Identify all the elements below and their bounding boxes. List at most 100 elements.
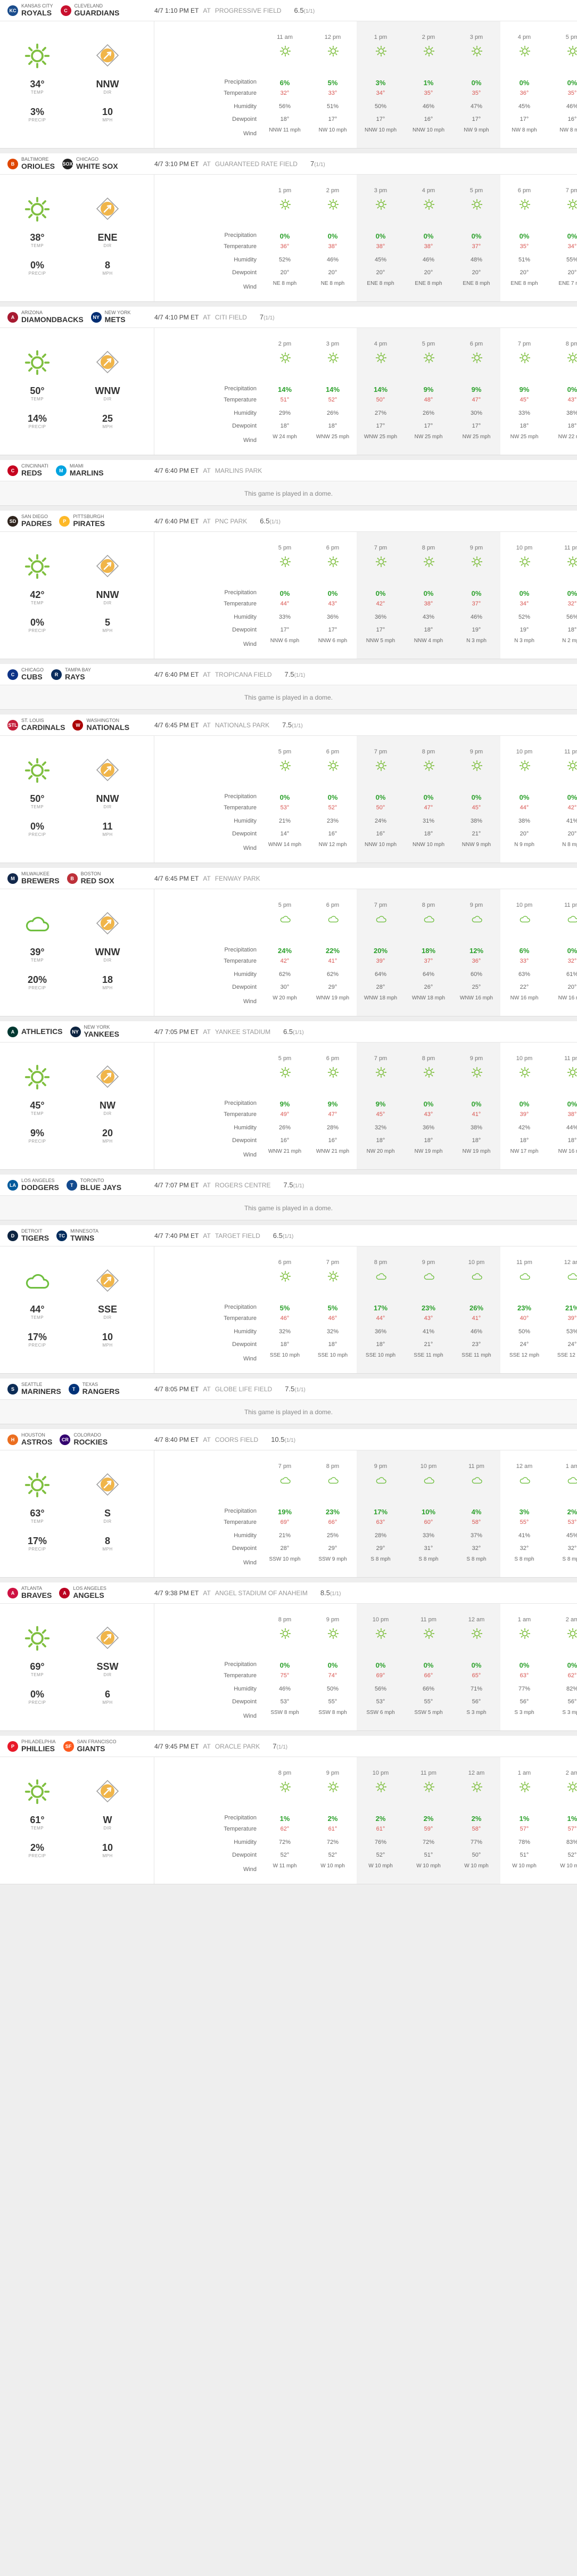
team-away[interactable]: C CHICAGO CUBS — [7, 667, 44, 680]
team-home[interactable]: NY NEW YORK YANKEES — [70, 1024, 119, 1038]
game-header: S SEATTLE MARINERS T TEXAS RANGERS 4/7 8:05 PM… — [0, 1379, 577, 1400]
hour-column: 7 pm 9% 45° 32% 18° NW 20 mph — [357, 1043, 405, 1169]
team-away[interactable]: A ARIZONA DIAMONDBACKS — [7, 310, 84, 323]
game-forecast: 34° TEMP NNW DIR 3% PRECIP 10 MPH Precipitation T… — [0, 21, 577, 148]
hour-label: 8 pm — [374, 1259, 388, 1266]
team-away[interactable]: S SEATTLE MARINERS — [7, 1382, 61, 1395]
precipitation-value: 2% — [423, 1815, 434, 1823]
sun-icon — [327, 1067, 339, 1078]
team-logo: P — [59, 515, 70, 527]
team-home[interactable]: CR COLORADO ROCKIES — [60, 1432, 108, 1446]
summary-wind-speed-label: MPH — [102, 118, 113, 122]
row-label-precipitation: Precipitation — [224, 385, 257, 392]
team-away[interactable]: A ATLANTA BRAVES — [7, 1586, 52, 1599]
hour-label: 8 pm — [422, 545, 435, 551]
hour-column: 12 am 21% 39° 53% 24° SSE 12 mph — [548, 1246, 577, 1373]
dome-message: This game is played in a dome. — [0, 481, 577, 505]
team-home[interactable]: B BOSTON RED SOX — [67, 871, 114, 884]
row-label-precipitation: Precipitation — [224, 793, 257, 800]
summary-wind-speed: 6 MPH — [86, 1689, 129, 1705]
temperature-value: 58° — [472, 1519, 481, 1525]
precipitation-value: 0% — [519, 589, 530, 597]
dewpoint-value: 52° — [376, 1852, 385, 1858]
weather-score: 10.5(1/1) — [271, 1435, 295, 1443]
team-home[interactable]: P PITTSBURGH PIRATES — [59, 514, 105, 527]
wind-value: NW 19 mph — [414, 1148, 443, 1154]
humidity-value: 41% — [518, 1532, 531, 1539]
summary-temp-label: TEMP — [30, 243, 44, 248]
sun-icon — [519, 352, 531, 364]
team-home[interactable]: R TAMPA BAY RAYS — [51, 667, 91, 680]
team-home[interactable]: SF SAN FRANCISCO GIANTS — [63, 1739, 117, 1752]
precipitation-value: 9% — [423, 385, 434, 393]
score-unit: (1/1) — [293, 1183, 304, 1189]
team-home[interactable]: TC MINNESOTA TWINS — [56, 1228, 98, 1242]
hour-label: 2 pm — [326, 187, 340, 194]
summary-wind-speed: 8 MPH — [86, 260, 129, 276]
team-away[interactable]: SD SAN DIEGO PADRES — [7, 514, 52, 527]
hour-column: 7 pm 5% 46° 32% 18° SSE 10 mph — [309, 1246, 357, 1373]
team-away[interactable]: A ATHLETICS — [7, 1026, 63, 1037]
row-label-precipitation: Precipitation — [224, 589, 257, 596]
summary-temp: 34° TEMP — [16, 79, 59, 95]
precipitation-value: 14% — [277, 385, 292, 393]
precipitation-value: 0% — [567, 947, 577, 955]
weather-score: 8.5(1/1) — [320, 1589, 341, 1597]
team-away[interactable]: B BALTIMORE ORIOLES — [7, 157, 55, 170]
dewpoint-value: 32° — [520, 1545, 529, 1552]
summary-wind-speed-value: 18 — [102, 974, 113, 985]
hour-label: 10 pm — [372, 1770, 389, 1776]
game-card: STL ST. LOUIS CARDINALS W WASHINGTON NATIONAL… — [0, 715, 577, 863]
hour-column: 2 am 0% 62° 82% 56° S 3 mph — [548, 1604, 577, 1730]
team-home[interactable]: NY NEW YORK METS — [90, 310, 131, 323]
team-home[interactable]: T TEXAS RANGERS — [68, 1382, 120, 1395]
hour-column: 8 pm 18% 37° 64% 26° WNW 18 mph — [405, 889, 452, 1016]
weather-summary: 61° TEMP W DIR 2% PRECIP 10 MPH — [0, 1757, 154, 1884]
hour-column: 9 pm 0% 37° 46% 19° N 3 mph — [452, 532, 500, 659]
team-away[interactable]: M MILWAUKEE BREWERS — [7, 871, 60, 884]
game-card: C CINCINNATI REDS M MIAMI MARLINS 4/7 6:40 PM … — [0, 460, 577, 506]
team-logo: M — [7, 873, 18, 884]
wind-value: SSE 12 mph — [509, 1352, 540, 1358]
game-card: KC KANSAS CITY ROYALS C CLEVELAND GUARDIANS 4/… — [0, 0, 577, 149]
team-away[interactable]: LA LOS ANGELES DODGERS — [7, 1178, 59, 1191]
team-away[interactable]: STL ST. LOUIS CARDINALS — [7, 718, 65, 731]
team-away[interactable]: H HOUSTON ASTROS — [7, 1432, 52, 1446]
dewpoint-value: 51° — [424, 1852, 433, 1858]
precipitation-value: 0% — [567, 385, 577, 393]
team-logo: C — [7, 669, 18, 680]
weather-score: 7.5(1/1) — [284, 1181, 304, 1189]
team-home[interactable]: T TORONTO BLUE JAYS — [66, 1178, 121, 1191]
team-home[interactable]: A LOS ANGELES ANGELS — [59, 1586, 106, 1599]
hour-label: 11 pm — [421, 1770, 436, 1776]
summary-precip-value: 3% — [30, 106, 44, 117]
weather-summary: 42° TEMP NNW DIR 0% PRECIP 5 MPH — [0, 532, 154, 659]
summary-temp: 50° TEMP — [16, 793, 59, 809]
team-home[interactable]: C CLEVELAND GUARDIANS — [60, 3, 119, 17]
team-home[interactable]: W WASHINGTON NATIONALS — [72, 718, 129, 731]
weather-summary: 69° TEMP SSW DIR 0% PRECIP 6 MPH — [0, 1604, 154, 1730]
matchup: C CHICAGO CUBS R TAMPA BAY RAYS — [0, 667, 154, 680]
temperature-value: 66° — [328, 1519, 337, 1525]
team-away[interactable]: KC KANSAS CITY ROYALS — [7, 3, 53, 17]
summary-precip-value: 0% — [30, 617, 44, 628]
team-home[interactable]: M MIAMI MARLINS — [55, 463, 104, 477]
wind-value: W 10 mph — [320, 1863, 345, 1869]
temperature-value: 35° — [472, 90, 481, 96]
temperature-value: 36° — [472, 958, 481, 964]
summary-wind-speed: 25 MPH — [86, 413, 129, 429]
team-away[interactable]: D DETROIT TIGERS — [7, 1228, 49, 1242]
game-header: C CHICAGO CUBS R TAMPA BAY RAYS 4/7 6:40 PM ET… — [0, 664, 577, 685]
wind-value: N 2 mph — [562, 638, 577, 644]
summary-wind-dir: WNW DIR — [86, 947, 129, 963]
hour-column: 4 pm 0% 36° 45% 17° NW 8 mph — [500, 21, 548, 148]
team-away[interactable]: C CINCINNATI REDS — [7, 463, 48, 477]
hour-column: 5 pm 0% 53° 21% 14° WNW 14 mph — [261, 736, 309, 863]
team-home[interactable]: SOX CHICAGO WHITE SOX — [62, 157, 118, 170]
temperature-value: 44° — [520, 805, 529, 811]
team-away[interactable]: P PHILADELPHIA PHILLIES — [7, 1739, 56, 1752]
matchup: STL ST. LOUIS CARDINALS W WASHINGTON NATIONAL… — [0, 718, 154, 731]
team-logo: M — [55, 465, 67, 476]
humidity-value: 50% — [518, 1328, 531, 1335]
wind-value: NNW 10 mph — [412, 842, 444, 848]
